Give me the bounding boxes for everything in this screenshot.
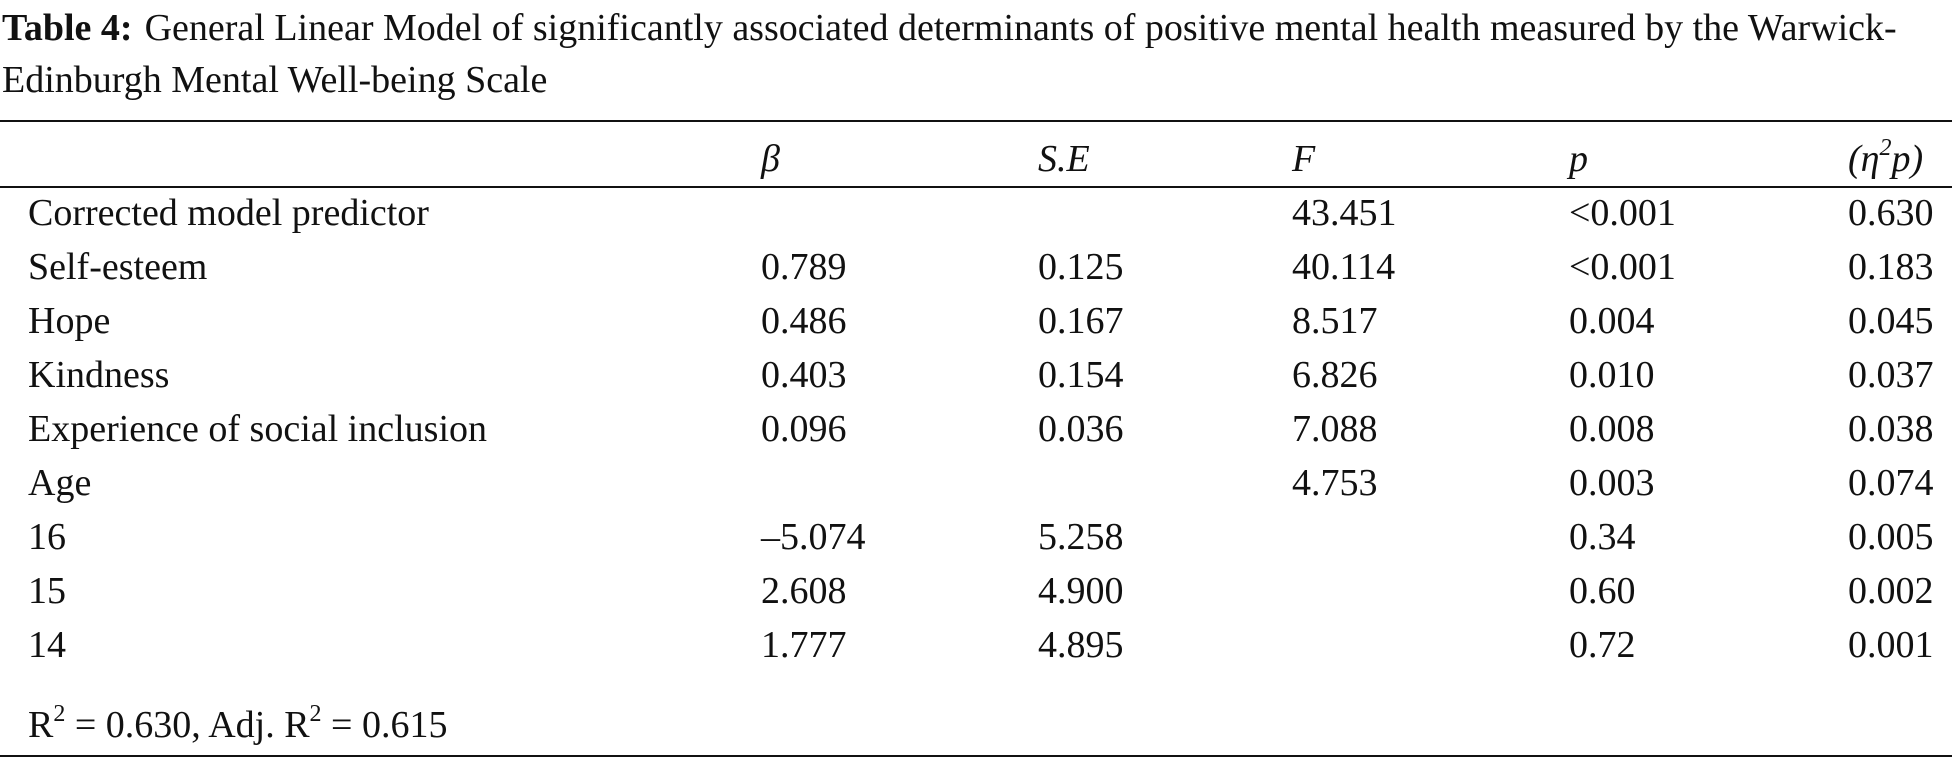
table-caption-label: Table 4: (2, 7, 133, 49)
row-label-cell: Kindness (28, 354, 170, 396)
table-cell: 0.002 (1848, 570, 1934, 612)
table-cell (761, 456, 1038, 510)
table-caption-text: General Linear Model of significantly as… (2, 7, 1897, 101)
table-cell: 0.008 (1569, 408, 1655, 450)
table-cell: 8.517 (1292, 300, 1378, 342)
footnote-r2-exp: 2 (53, 701, 66, 727)
table-cell: 0.074 (1848, 462, 1934, 504)
table-cell: 0.183 (1848, 246, 1934, 288)
table-footnote: R2 = 0.630, Adj. R2 = 0.615 (28, 700, 447, 750)
table-cell: 0.72 (1569, 624, 1636, 666)
table-cell: –5.074 (761, 516, 866, 558)
table-cell: 43.451 (1292, 192, 1397, 234)
table-cell: <0.001 (1569, 246, 1676, 288)
table-cell: 0.60 (1569, 570, 1636, 612)
row-label-cell: 15 (28, 570, 66, 612)
table-cell: 0.005 (1848, 516, 1934, 558)
table-cell: 0.001 (1848, 624, 1934, 666)
table-cell: 0.036 (1038, 408, 1124, 450)
row-label-cell: Age (28, 462, 92, 504)
row-label-cell: 16 (28, 516, 66, 558)
table-top-rule (0, 120, 1952, 122)
table-cell: 2.608 (761, 570, 847, 612)
table-cell: 0.004 (1569, 300, 1655, 342)
table-cell: 0.34 (1569, 516, 1636, 558)
table-cell (1292, 510, 1569, 564)
table-cell: 0.403 (761, 354, 847, 396)
footnote-r2-value: = 0.630, Adj. R (65, 704, 310, 746)
footnote-adj-exp: 2 (309, 701, 322, 727)
table-cell: 4.900 (1038, 570, 1124, 612)
table-header-rule (0, 186, 1952, 188)
table-header-row: β S.E F p (η2p) (0, 132, 1952, 186)
table-cell (1038, 186, 1292, 240)
table-cell: 0.125 (1038, 246, 1124, 288)
header-cell (0, 132, 761, 186)
table-caption: Table 4: General Linear Model of signific… (2, 2, 1948, 106)
table-cell: 0.096 (761, 408, 847, 450)
table-cell: 0.037 (1848, 354, 1934, 396)
table-cell: 0.010 (1569, 354, 1655, 396)
table-cell (1292, 618, 1569, 672)
results-table: β S.E F p (η2p) Corrected model predicto… (0, 132, 1952, 672)
table-row: Kindness 0.403 0.154 6.826 0.010 0.037 (0, 348, 1952, 402)
table-cell: 40.114 (1292, 246, 1396, 288)
table-cell: 0.154 (1038, 354, 1124, 396)
table-row: 14 1.777 4.895 0.72 0.001 (0, 618, 1952, 672)
row-label-cell: Corrected model predictor (28, 192, 429, 234)
table-body: Corrected model predictor 43.451 <0.001 0.6… (0, 186, 1952, 672)
header-eta: (η2p) (1848, 135, 1924, 180)
footnote-adj-value: = 0.615 (321, 704, 448, 746)
table-cell (1038, 456, 1292, 510)
table-cell: 7.088 (1292, 408, 1378, 450)
table-row: Corrected model predictor 43.451 <0.001 0.6… (0, 186, 1952, 240)
table-cell: 0.630 (1848, 192, 1934, 234)
table-cell: 0.789 (761, 246, 847, 288)
table-cell: 4.753 (1292, 462, 1378, 504)
table-row: Experience of social inclusion 0.096 0.036… (0, 402, 1952, 456)
table-cell: 4.895 (1038, 624, 1124, 666)
row-label-cell: 14 (28, 624, 66, 666)
header-f: F (1292, 138, 1316, 180)
table-row: Hope 0.486 0.167 8.517 0.004 0.045 (0, 294, 1952, 348)
row-label-cell: Self-esteem (28, 246, 208, 288)
header-se: S.E (1038, 138, 1090, 180)
table-cell: 0.486 (761, 300, 847, 342)
header-p: p (1569, 138, 1588, 180)
table-cell: <0.001 (1569, 192, 1676, 234)
table-cell: 6.826 (1292, 354, 1378, 396)
row-label-cell: Hope (28, 300, 111, 342)
table-row: Age 4.753 0.003 0.074 (0, 456, 1952, 510)
row-label-cell: Experience of social inclusion (28, 408, 488, 450)
table-cell: 0.045 (1848, 300, 1934, 342)
table-cell: 0.167 (1038, 300, 1124, 342)
header-beta: β (761, 138, 780, 180)
table-bottom-rule (0, 755, 1952, 757)
table-row: Self-esteem 0.789 0.125 40.114 <0.001 0.183 (0, 240, 1952, 294)
table-cell (761, 186, 1038, 240)
table-cell: 0.003 (1569, 462, 1655, 504)
table-cell: 1.777 (761, 624, 847, 666)
table-row: 16 –5.074 5.258 0.34 0.005 (0, 510, 1952, 564)
table-row: 15 2.608 4.900 0.60 0.002 (0, 564, 1952, 618)
footnote-r2-prefix: R (28, 704, 54, 746)
table-cell (1292, 564, 1569, 618)
table-cell: 0.038 (1848, 408, 1934, 450)
table-cell: 5.258 (1038, 516, 1124, 558)
